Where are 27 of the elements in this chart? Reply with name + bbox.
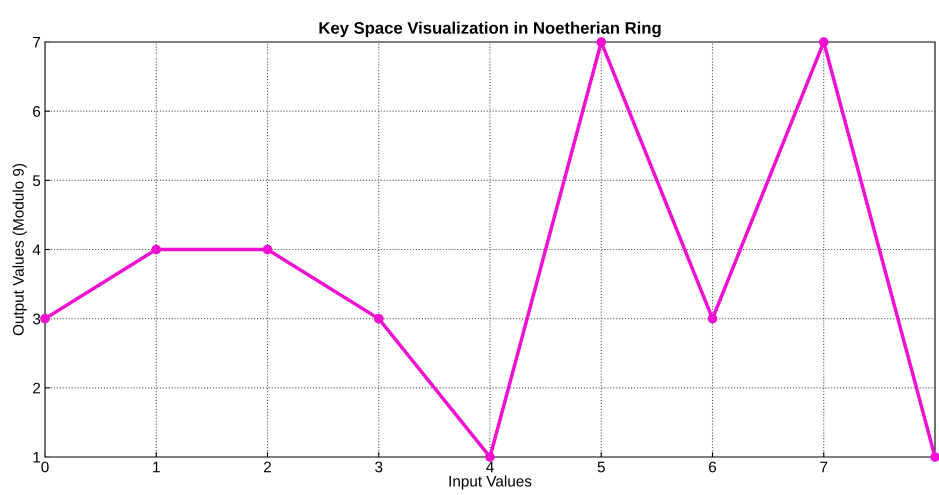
x-tick-label: 6 [709, 462, 716, 472]
x-tick-label: 3 [375, 462, 382, 472]
y-tick-label: 1 [34, 452, 40, 463]
x-tick-label: 1 [153, 462, 160, 472]
y-tick-label: 7 [33, 37, 40, 48]
point [485, 452, 495, 462]
x-tick-label: 5 [598, 462, 605, 472]
y-tick-label: 2 [33, 382, 40, 394]
point [40, 314, 50, 324]
y-tick-label: 5 [32, 175, 40, 186]
point [818, 37, 829, 47]
x-tick-label: 7 [820, 462, 828, 472]
y-tick-label: 6 [33, 106, 40, 117]
x-tick-label: 0 [41, 462, 49, 472]
y-tick-label: 3 [32, 314, 40, 324]
x-tick-label: 2 [264, 462, 271, 472]
point [262, 244, 272, 254]
point [374, 314, 384, 324]
chart-title: Key Space Visualization in Noetherian Ring [319, 22, 661, 38]
y-axis-title: Output Values (Modulo 9) [12, 164, 27, 336]
point [708, 314, 718, 324]
x-tick-label: 4 [486, 462, 494, 472]
x-axis-title: Input Values [450, 475, 532, 490]
point [930, 452, 939, 462]
y-tick-label: 4 [32, 244, 40, 256]
point [151, 244, 162, 254]
point [596, 37, 606, 47]
